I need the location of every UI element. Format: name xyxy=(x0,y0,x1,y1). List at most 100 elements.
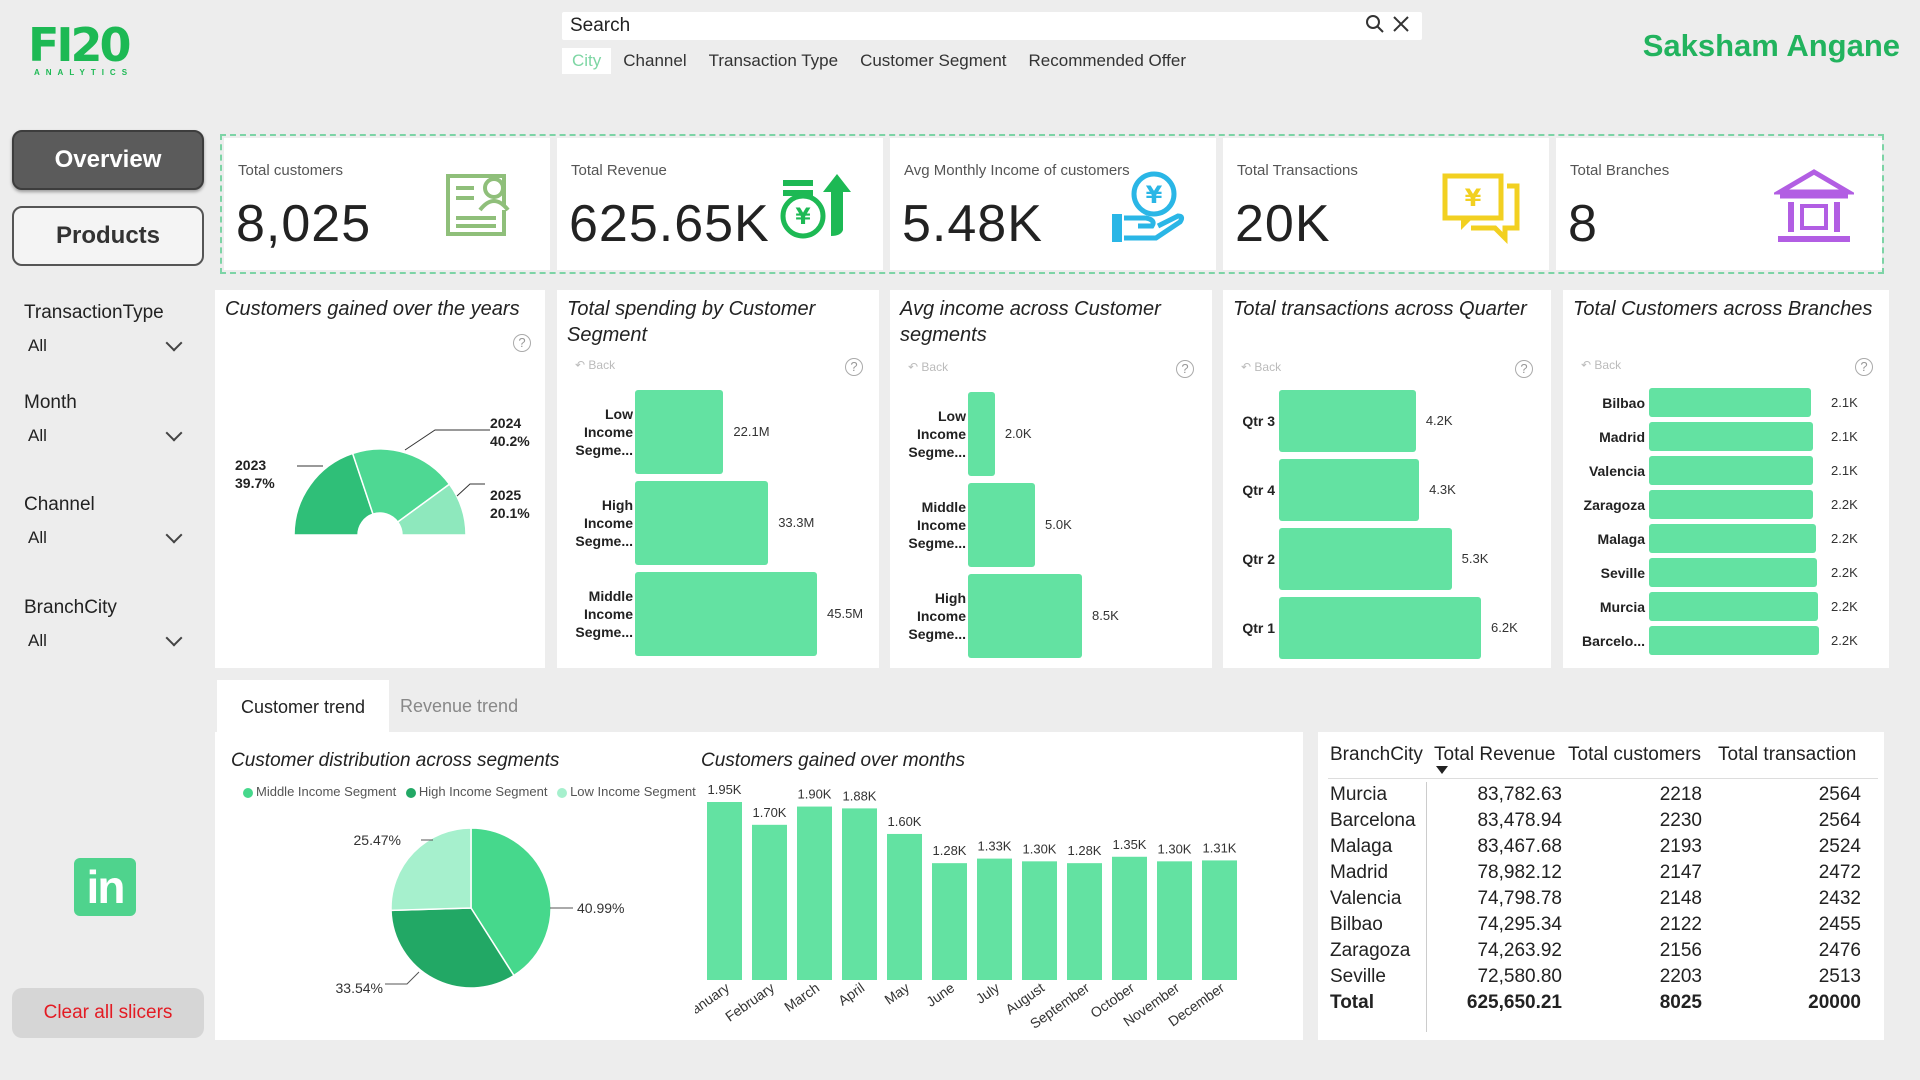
bar[interactable] xyxy=(968,574,1082,658)
help-icon[interactable]: ? xyxy=(1855,358,1873,376)
pie-slice[interactable] xyxy=(390,827,472,912)
table-cell: 83,478.94 xyxy=(1477,810,1562,831)
bar[interactable] xyxy=(1279,528,1452,590)
month-bar[interactable] xyxy=(1202,860,1237,980)
slicer-branch-city[interactable]: BranchCity All xyxy=(24,597,184,651)
bar[interactable] xyxy=(1649,456,1813,485)
table-cell: 2203 xyxy=(1659,966,1702,987)
bar-category-label: Middle Income Segme... xyxy=(908,499,966,551)
month-bar[interactable] xyxy=(752,824,787,980)
month-bar[interactable] xyxy=(932,863,967,980)
tab-transaction-type[interactable]: Transaction Type xyxy=(708,51,839,70)
back-button[interactable]: ↶ Back xyxy=(1241,360,1282,374)
bar-value-label: 2.2K xyxy=(1831,564,1858,580)
table-row[interactable]: Zaragoza 74,263.92 2156 2476 xyxy=(1318,940,1884,966)
help-icon[interactable]: ? xyxy=(1515,360,1533,378)
table-row[interactable]: Bilbao 74,295.34 2122 2455 xyxy=(1318,914,1884,940)
donut-slice-2024[interactable] xyxy=(351,448,451,524)
bar-category-label: Murcia xyxy=(1599,598,1645,615)
leader-line xyxy=(385,971,420,985)
bar-category-label: Bilbao xyxy=(1602,394,1645,411)
close-icon[interactable] xyxy=(1388,14,1414,39)
overview-button[interactable]: Overview xyxy=(12,130,204,190)
month-bar[interactable] xyxy=(1067,863,1102,980)
search-icon[interactable] xyxy=(1362,14,1388,39)
help-icon[interactable]: ? xyxy=(845,358,863,376)
tab-customer-trend[interactable]: Customer trend xyxy=(217,680,389,734)
bar[interactable] xyxy=(635,481,769,565)
col-header-branchcity[interactable]: BranchCity xyxy=(1330,744,1423,765)
donut-slice-2025[interactable] xyxy=(396,483,467,536)
bar-value-label: 6.2K xyxy=(1491,620,1518,635)
table-row[interactable]: Valencia 74,798.78 2148 2432 xyxy=(1318,888,1884,914)
month-bar[interactable] xyxy=(707,802,742,980)
kpi-title: Avg Monthly Income of customers xyxy=(904,162,1130,179)
tab-city[interactable]: City xyxy=(562,48,612,74)
help-icon[interactable]: ? xyxy=(1176,360,1194,378)
month-bar[interactable] xyxy=(797,806,832,980)
month-tick-label: June xyxy=(923,979,957,1010)
bar[interactable] xyxy=(968,392,995,476)
chevron-down-icon[interactable] xyxy=(165,334,183,352)
search-bar[interactable]: Search xyxy=(562,12,1422,40)
table-row[interactable]: Seville 72,580.80 2203 2513 xyxy=(1318,966,1884,992)
month-bar[interactable] xyxy=(1112,856,1147,980)
bar[interactable] xyxy=(1279,597,1481,659)
table-row[interactable]: Barcelona 83,478.94 2230 2564 xyxy=(1318,810,1884,836)
pie-slice[interactable] xyxy=(390,907,515,989)
search-input[interactable]: Search xyxy=(570,15,631,36)
tab-channel[interactable]: Channel xyxy=(623,51,687,70)
slicer-value[interactable]: All xyxy=(28,336,47,355)
donut-slice-2023[interactable] xyxy=(293,452,374,536)
chevron-down-icon[interactable] xyxy=(165,424,183,442)
month-bar[interactable] xyxy=(887,833,922,980)
slicer-value[interactable]: All xyxy=(28,426,47,445)
slicer-value[interactable]: All xyxy=(28,631,47,650)
sort-desc-icon[interactable] xyxy=(1436,766,1448,774)
table-total-row[interactable]: Total 625,650.21 8025 20000 xyxy=(1318,992,1884,1018)
bar[interactable] xyxy=(635,390,724,474)
table-row[interactable]: Malaga 83,467.68 2193 2524 xyxy=(1318,836,1884,862)
chevron-down-icon[interactable] xyxy=(165,526,183,544)
bar[interactable] xyxy=(1649,626,1819,655)
col-header-total-customers[interactable]: Total customers xyxy=(1568,744,1702,765)
bar[interactable] xyxy=(1649,592,1819,621)
bar[interactable] xyxy=(1649,422,1813,451)
back-button[interactable]: ↶ Back xyxy=(575,358,616,372)
bar[interactable] xyxy=(635,572,817,656)
slicer-month[interactable]: Month All xyxy=(24,392,184,446)
bar[interactable] xyxy=(1649,524,1817,553)
header-divider xyxy=(1328,778,1878,779)
bar[interactable] xyxy=(968,483,1036,567)
table-cell: Zaragoza xyxy=(1330,940,1411,961)
month-bar[interactable] xyxy=(1022,861,1057,980)
bar[interactable] xyxy=(1649,388,1811,417)
clear-slicers-button[interactable]: Clear all slicers xyxy=(12,988,204,1038)
products-button[interactable]: Products xyxy=(12,206,204,266)
legend-low: Low Income Segment xyxy=(570,784,696,799)
slicer-value[interactable]: All xyxy=(28,528,47,547)
chevron-down-icon[interactable] xyxy=(165,629,183,647)
donut-label: 2025 xyxy=(490,487,521,503)
col-header-total-revenue[interactable]: Total Revenue xyxy=(1434,744,1556,765)
linkedin-icon[interactable]: in xyxy=(74,858,136,916)
bar[interactable] xyxy=(1649,490,1814,519)
bar[interactable] xyxy=(1279,459,1420,521)
table-row[interactable]: Murcia 83,782.63 2218 2564 xyxy=(1318,784,1884,810)
slicer-channel[interactable]: Channel All xyxy=(24,494,184,548)
bar[interactable] xyxy=(1279,390,1416,452)
table-row[interactable]: Madrid 78,982.12 2147 2472 xyxy=(1318,862,1884,888)
bar[interactable] xyxy=(1649,558,1817,587)
month-bar[interactable] xyxy=(842,808,877,980)
col-header-total-transaction[interactable]: Total transaction xyxy=(1718,744,1857,765)
slicer-transaction-type[interactable]: TransactionType All xyxy=(24,302,184,356)
help-icon[interactable]: ? xyxy=(513,334,531,352)
month-bar[interactable] xyxy=(1157,861,1192,980)
tab-revenue-trend[interactable]: Revenue trend xyxy=(400,696,519,716)
card-customers-branches: Total Customers across Branches ↶ Back ?… xyxy=(1563,290,1889,668)
tab-recommended-offer[interactable]: Recommended Offer xyxy=(1028,51,1187,70)
month-bar[interactable] xyxy=(977,858,1012,980)
tab-customer-segment[interactable]: Customer Segment xyxy=(860,51,1007,70)
back-button[interactable]: ↶ Back xyxy=(1581,358,1622,372)
back-button[interactable]: ↶ Back xyxy=(908,360,949,374)
